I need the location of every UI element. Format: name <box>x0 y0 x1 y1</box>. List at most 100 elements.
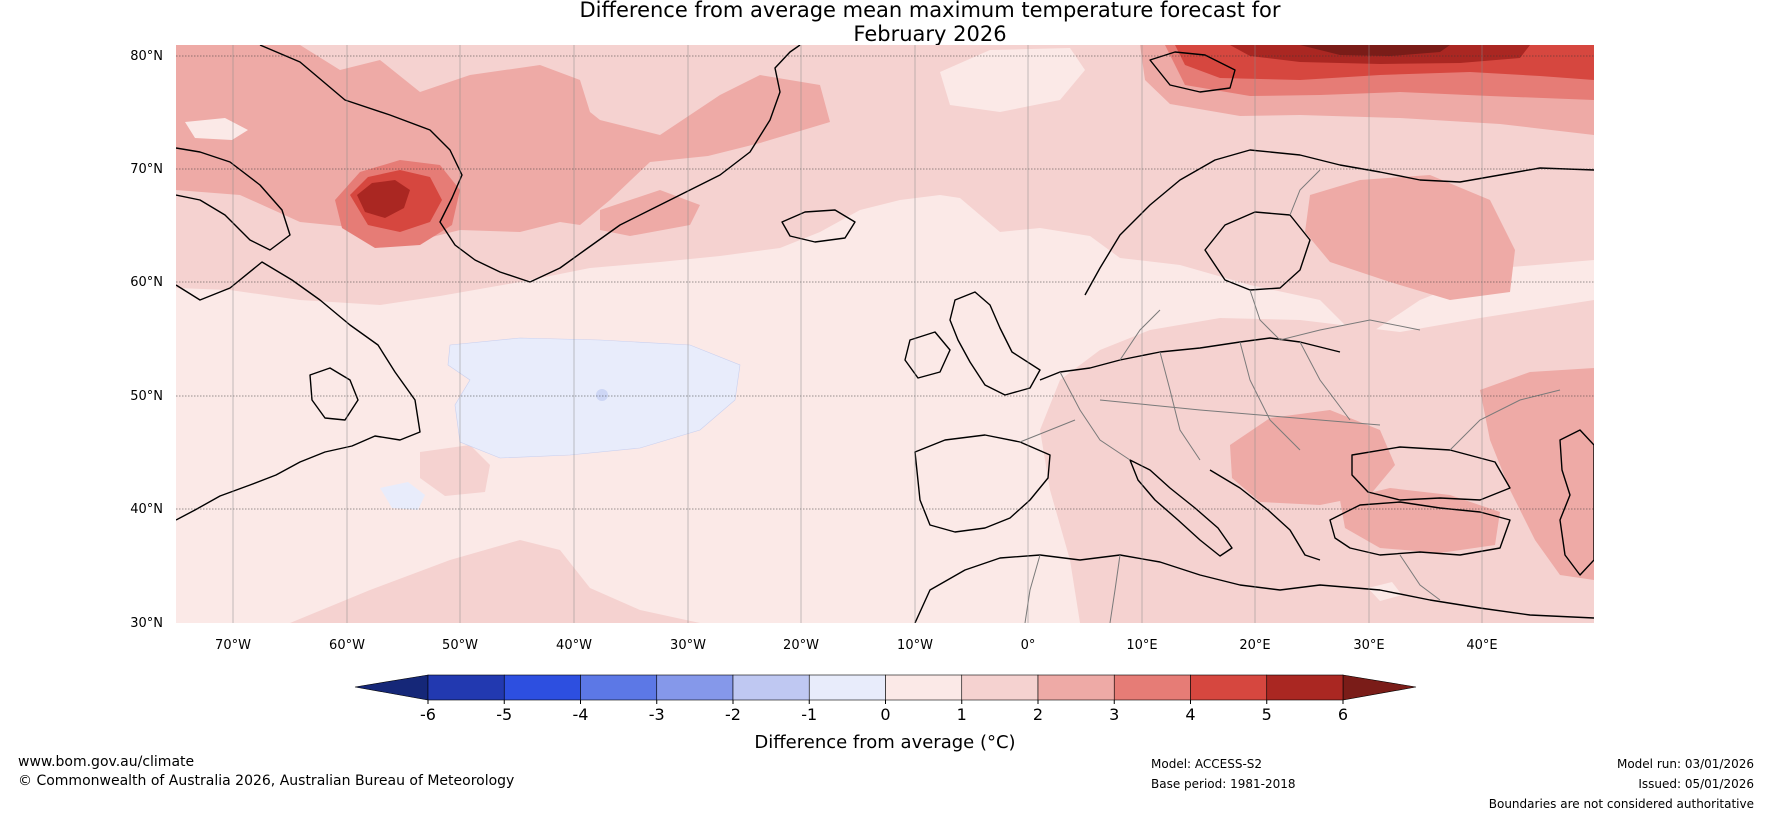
border-segment <box>1119 309 1161 361</box>
iceland-coastline <box>781 209 856 243</box>
longitude-labels: 70°W 60°W 50°W 40°W 30°W 20°W 10°W 0° 10… <box>215 638 1498 653</box>
footer-left: www.bom.gov.au/climate © Commonwealth of… <box>18 753 514 791</box>
colorbar-tick-label: -1 <box>801 705 817 724</box>
anomaly-band-atlantic-south <box>290 540 700 623</box>
copyright-text: © Commonwealth of Australia 2026, Austra… <box>18 773 515 789</box>
anomaly-caucasus-warm <box>1480 368 1594 580</box>
colorbar-tick-label: 4 <box>1185 705 1195 724</box>
colorbar-segment <box>580 674 658 701</box>
colorbar-tick-label: -3 <box>649 705 665 724</box>
colorbar-segment <box>808 674 886 701</box>
disclaimer: Boundaries are not considered authoritat… <box>1488 797 1754 811</box>
colorbar-ticks: -6 -5 -4 -3 -2 -1 0 1 2 3 4 5 6 <box>420 700 1348 724</box>
colorbar-tick-label: 6 <box>1338 705 1348 724</box>
ireland-coastline <box>904 331 951 379</box>
anomaly-svalbard-6 <box>1300 45 1450 56</box>
colorbar-tick-label: 3 <box>1109 705 1119 724</box>
colorbar-segment <box>1190 674 1268 701</box>
anomaly-balkans-warm <box>1230 410 1395 505</box>
italy-coastline <box>1129 459 1233 557</box>
border-segment <box>1239 341 1301 451</box>
border-segment <box>1249 289 1421 341</box>
anomaly-map <box>176 45 1594 623</box>
anomaly-baffin-5 <box>357 180 410 218</box>
model-name: Model: ACCESS-S2 <box>1151 757 1263 771</box>
lat-label: 40°N <box>130 502 163 517</box>
border-segment <box>1289 169 1321 216</box>
lat-label: 70°N <box>130 162 163 177</box>
colorbar-tick-label: -6 <box>420 705 436 724</box>
footer-right: Model run: 03/01/2026 Issued: 05/01/2026… <box>1489 754 1754 814</box>
title-line-1: Difference from average mean maximum tem… <box>579 0 1281 22</box>
lat-label: 60°N <box>130 275 163 290</box>
lon-label: 20°W <box>783 638 819 653</box>
anomaly-greenland-warm <box>176 45 830 240</box>
colorbar-label-text: Difference from average ( <box>754 732 987 753</box>
website-link[interactable]: www.bom.gov.au/climate <box>18 754 195 770</box>
colorbar-over-arrow <box>1342 674 1417 701</box>
border-segment <box>1109 554 1121 623</box>
lon-label: 30°E <box>1353 638 1384 653</box>
colorbar-segment <box>1113 674 1191 701</box>
colorbar-tick-label: 5 <box>1262 705 1272 724</box>
lat-label: 30°N <box>130 616 163 631</box>
anomaly-russia-warm <box>1305 175 1515 300</box>
lon-label: 50°W <box>442 638 478 653</box>
border-segment <box>1059 371 1131 461</box>
iberia-coastline <box>914 434 1051 533</box>
colorbar-tick-label: -4 <box>573 705 589 724</box>
newfoundland-coastline <box>309 367 359 421</box>
anomaly-newfoundland-cool <box>380 482 425 510</box>
baffin-coastline <box>176 147 291 251</box>
anomaly-arctic-near-zero <box>940 48 1085 112</box>
colorbar-segment <box>503 674 581 701</box>
colorbar: -6 -5 -4 -3 -2 -1 0 1 2 3 4 5 6 Difference from aver… <box>354 674 1417 753</box>
coastlines <box>176 45 1594 623</box>
colorbar-label-unit: °C <box>987 732 1009 753</box>
border-segment <box>1159 351 1201 461</box>
labrador-coastline <box>176 261 421 521</box>
lon-label: 60°W <box>329 638 365 653</box>
colorbar-segment <box>656 674 734 701</box>
anomaly-greenland-near-zero-1 <box>185 118 248 140</box>
colorbar-segment <box>427 674 505 701</box>
lon-label: 40°W <box>556 638 592 653</box>
europe-coastline <box>1039 337 1341 381</box>
north-africa-coastline <box>914 554 1594 623</box>
lon-label: 40°E <box>1466 638 1497 653</box>
black-sea-coastline <box>1351 446 1511 501</box>
colorbar-segment <box>732 674 810 701</box>
graticule <box>176 55 1594 510</box>
footer-model: Model: ACCESS-S2 Base period: 1981-2018 <box>1151 754 1296 794</box>
colorbar-segment <box>885 674 963 701</box>
colorbar-label-close: ) <box>1009 732 1016 753</box>
border-segment <box>1099 399 1381 426</box>
title-line-2: February 2026 <box>853 22 1007 46</box>
border-segment <box>1019 419 1076 443</box>
border-segment <box>1024 554 1041 623</box>
border-segment <box>1299 341 1351 421</box>
border-segment <box>1399 554 1441 601</box>
anatolia-coastline <box>1329 501 1511 556</box>
anomaly-cool-cell <box>596 389 608 401</box>
border-segment <box>1449 389 1561 451</box>
novaya-zemlya-coastline <box>1149 51 1236 93</box>
base-period: Base period: 1981-2018 <box>1151 777 1296 791</box>
lon-label: 10°W <box>897 638 933 653</box>
chart-title: Difference from average mean maximum tem… <box>0 0 1770 46</box>
colorbar-tick-label: 2 <box>1033 705 1043 724</box>
colorbar-tick-label: -5 <box>496 705 512 724</box>
colorbar-segments <box>427 674 1344 701</box>
colorbar-label: Difference from average (°C) <box>754 732 1015 753</box>
latitude-labels: 80°N 70°N 60°N 50°N 40°N 30°N <box>130 49 163 631</box>
graticule-meridians <box>232 45 1483 623</box>
colorbar-tick-label: 0 <box>880 705 890 724</box>
scandinavia-coastline <box>1084 149 1594 296</box>
lon-label: 70°W <box>215 638 251 653</box>
colorbar-segment <box>1266 674 1344 701</box>
lat-label: 80°N <box>130 49 163 64</box>
colorbar-segment <box>1037 674 1115 701</box>
anomaly-central-atlantic-cool <box>447 337 741 459</box>
lon-label: 10°E <box>1126 638 1157 653</box>
